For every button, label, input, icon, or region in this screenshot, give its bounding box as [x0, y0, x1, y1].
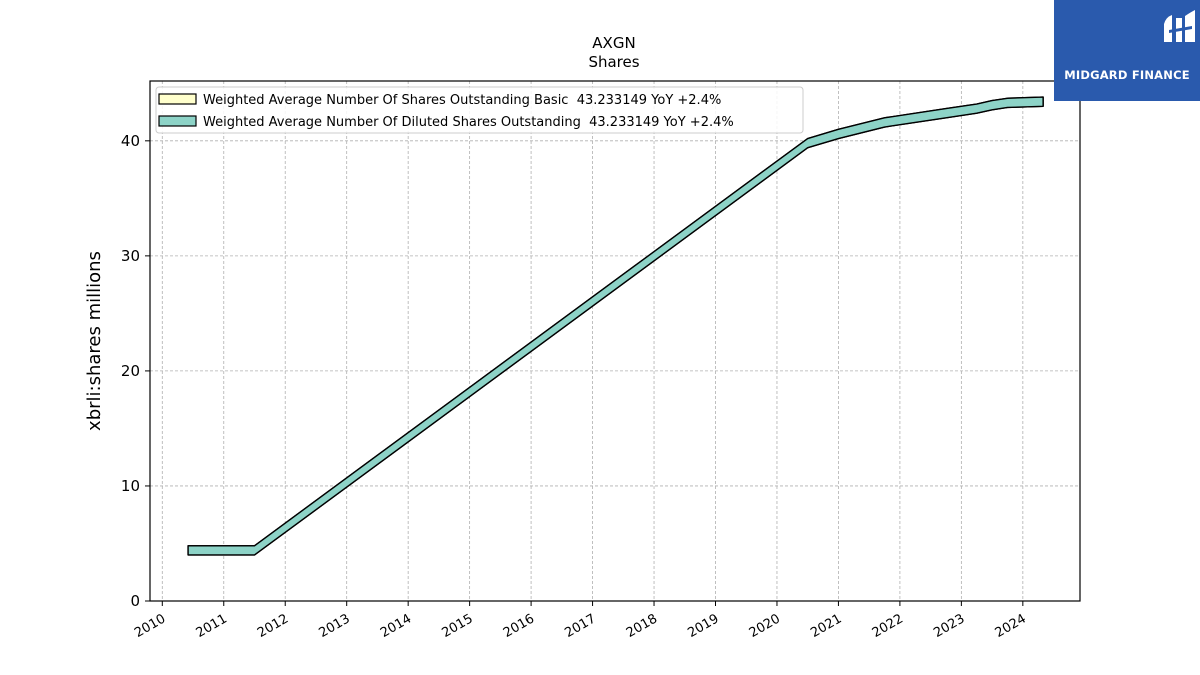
- series-group: [187, 96, 1044, 556]
- chart-subtitle: Shares: [588, 53, 639, 71]
- x-tick-label: 2012: [255, 611, 291, 641]
- plot-area: [149, 80, 1081, 602]
- series-band-1: [187, 96, 1044, 556]
- x-tick-label: 2015: [439, 611, 475, 641]
- y-tick-label: 40: [121, 132, 140, 150]
- legend-label-basic: Weighted Average Number Of Shares Outsta…: [203, 93, 721, 108]
- x-tick-label: 2018: [624, 611, 660, 641]
- x-tick-label: 2020: [747, 611, 783, 641]
- x-tick-label: 2016: [501, 611, 537, 641]
- x-tick-label: 2021: [808, 611, 844, 641]
- y-tick-label: 30: [121, 247, 140, 265]
- x-tick-label: 2024: [993, 611, 1029, 641]
- midgard-finance-logo: MIDGARD FINANCE: [1054, 0, 1200, 101]
- logo-mark-icon: [1164, 10, 1195, 42]
- x-tick-label: 2022: [870, 611, 906, 641]
- x-tick-label: 2019: [685, 611, 721, 641]
- grid: [150, 81, 1080, 602]
- x-tick-label: 2014: [378, 611, 414, 641]
- legend-swatch-diluted: [158, 115, 197, 127]
- y-tick-label: 10: [121, 477, 140, 495]
- x-tick-label: 2017: [562, 611, 598, 641]
- x-tick-label: 2013: [317, 611, 353, 641]
- x-tick-label: 2011: [194, 611, 230, 641]
- x-tick-label: 2023: [931, 611, 967, 641]
- x-tick-label: 2010: [132, 611, 168, 641]
- axes: 0 10 20 30 40 2010 2011 2012 2013 2014 2015 2016 201…: [121, 132, 1029, 641]
- legend-swatch-basic: [158, 93, 197, 105]
- y-axis-label: xbrli:shares millions: [84, 251, 105, 431]
- legend-box: [155, 86, 804, 134]
- legend-label-diluted: Weighted Average Number Of Diluted Share…: [203, 115, 734, 130]
- logo-text: MIDGARD FINANCE: [1064, 68, 1190, 82]
- y-tick-label: 20: [121, 362, 140, 380]
- y-tick-label: 0: [130, 592, 140, 610]
- chart-title: AXGN: [592, 34, 635, 52]
- legend: Weighted Average Number Of Shares Outsta…: [155, 86, 804, 134]
